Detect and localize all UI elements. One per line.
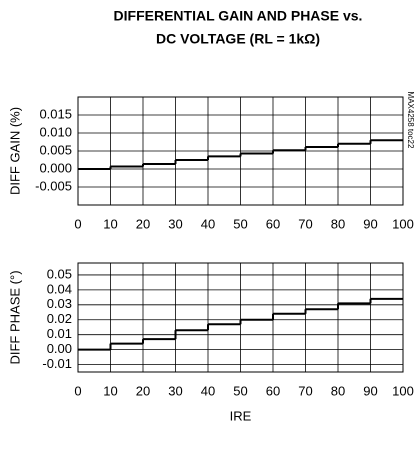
y-axis-label: DIFF GAIN (%) [7, 107, 22, 195]
x-tick-label: 90 [363, 383, 377, 398]
title-line: DIFFERENTIAL GAIN AND PHASE vs. [114, 8, 363, 24]
x-tick-label: 60 [266, 216, 280, 231]
y-tick-label: 0.015 [39, 106, 72, 121]
y-tick-label: 0.04 [47, 281, 72, 296]
y-tick-label: 0.010 [39, 124, 72, 139]
y-tick-label: -0.01 [42, 356, 72, 371]
x-tick-label: 0 [74, 216, 81, 231]
x-tick-label: 60 [266, 383, 280, 398]
y-tick-label: -0.005 [35, 178, 72, 193]
y-tick-label: 0.03 [47, 296, 72, 311]
x-tick-label: 100 [392, 383, 414, 398]
x-axis-label: IRE [230, 408, 252, 423]
x-tick-label: 30 [168, 383, 182, 398]
x-tick-label: 70 [298, 383, 312, 398]
x-tick-label: 90 [363, 216, 377, 231]
x-tick-label: 20 [136, 216, 150, 231]
x-tick-label: 0 [74, 383, 81, 398]
x-tick-label: 40 [201, 383, 215, 398]
y-tick-label: 0.05 [47, 266, 72, 281]
x-tick-label: 70 [298, 216, 312, 231]
x-tick-label: 40 [201, 216, 215, 231]
y-axis-label: DIFF PHASE (°) [7, 270, 22, 364]
y-tick-label: 0.02 [47, 311, 72, 326]
title-line: DC VOLTAGE (RL = 1kΩ) [156, 31, 320, 47]
x-tick-label: 100 [392, 216, 414, 231]
x-tick-label: 10 [103, 383, 117, 398]
x-tick-label: 30 [168, 216, 182, 231]
y-tick-label: 0.000 [39, 160, 72, 175]
x-tick-label: 10 [103, 216, 117, 231]
y-tick-label: 0.00 [47, 341, 72, 356]
x-tick-label: 50 [233, 216, 247, 231]
annotation: MAX4258 toc22 [406, 92, 415, 149]
x-tick-label: 80 [331, 216, 345, 231]
x-tick-label: 80 [331, 383, 345, 398]
x-tick-label: 20 [136, 383, 150, 398]
x-tick-label: 50 [233, 383, 247, 398]
y-tick-label: 0.005 [39, 142, 72, 157]
y-tick-label: 0.01 [47, 326, 72, 341]
